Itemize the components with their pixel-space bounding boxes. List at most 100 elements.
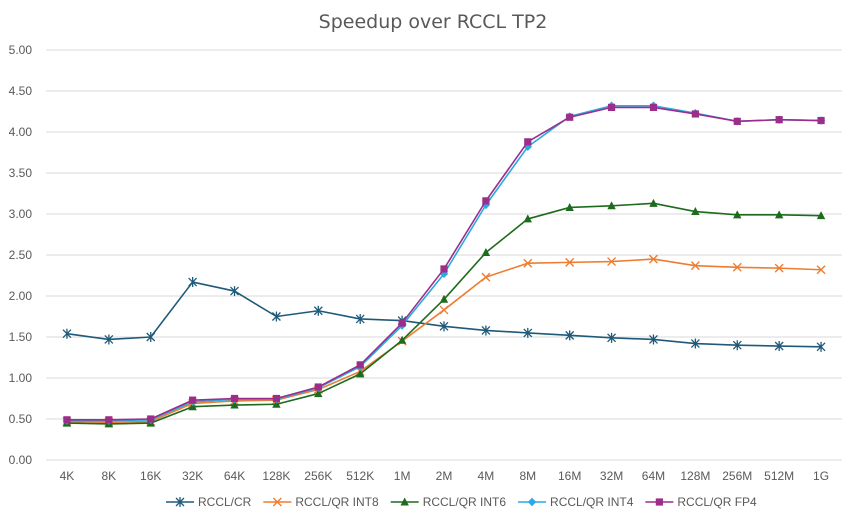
data-point: [189, 396, 197, 404]
data-point: [104, 334, 114, 345]
data-point: [481, 272, 491, 282]
series-group: [62, 101, 826, 428]
data-point: [565, 257, 575, 267]
data-point: [313, 305, 323, 316]
data-point: [774, 210, 784, 219]
legend-label: RCCL/QR INT8: [295, 495, 379, 509]
data-point: [63, 416, 71, 424]
data-point: [649, 198, 658, 207]
data-point: [649, 334, 658, 345]
legend-item: RCCL/QR INT6: [390, 495, 507, 509]
data-point: [481, 325, 491, 336]
legend-item: RCCL/QR FP4: [645, 495, 757, 509]
series-line: [66, 106, 822, 421]
data-point: [691, 110, 699, 118]
data-point: [481, 248, 491, 257]
y-axis-ticks: 0.00 0.50 1.00 1.50 2.00 2.50 3.00 3.50 4.00 4.50…: [9, 43, 33, 467]
data-point: [691, 207, 700, 216]
data-point: [146, 332, 156, 342]
legend-marker: [272, 497, 282, 507]
y-tick-label: 1.50: [9, 330, 33, 344]
data-point: [607, 201, 616, 210]
data-point: [648, 254, 658, 264]
x-tick-label: 16M: [558, 469, 581, 483]
x-tick-label: 64M: [642, 469, 665, 483]
data-point: [272, 399, 281, 408]
data-point: [62, 328, 72, 339]
legend-item: RCCL/CR: [166, 495, 252, 509]
data-point: [774, 341, 784, 352]
data-point: [732, 340, 742, 351]
data-point: [230, 400, 239, 409]
data-point: [607, 332, 617, 343]
data-point: [398, 319, 406, 327]
data-point: [105, 416, 113, 424]
y-tick-label: 0.50: [9, 412, 33, 426]
x-tick-label: 128K: [262, 469, 290, 483]
x-tick-label: 256K: [304, 469, 332, 483]
y-tick-label: 2.00: [9, 289, 33, 303]
data-point: [690, 261, 700, 271]
y-tick-label: 4.00: [9, 125, 33, 139]
data-point: [817, 116, 825, 125]
data-point: [439, 321, 449, 332]
data-point: [397, 335, 407, 344]
data-point: [816, 211, 826, 220]
data-point: [439, 305, 449, 315]
data-point: [607, 257, 617, 267]
x-tick-label: 64K: [224, 469, 245, 483]
x-tick-label: 32M: [600, 469, 623, 483]
data-point: [607, 103, 616, 111]
data-point: [816, 341, 826, 352]
gridlines: [46, 49, 842, 461]
data-point: [649, 103, 658, 111]
data-point: [230, 394, 239, 403]
data-point: [523, 214, 532, 223]
data-point: [314, 383, 322, 391]
y-tick-label: 1.00: [9, 371, 33, 385]
x-tick-label: 256M: [722, 469, 752, 483]
data-point: [271, 311, 281, 322]
series-rccl-qr-int4: [62, 101, 826, 425]
legend-marker: [655, 498, 663, 506]
series-rccl-qr-fp4: [63, 103, 825, 424]
legend-marker: [175, 497, 185, 507]
x-tick-label: 2M: [436, 469, 453, 483]
data-point: [440, 265, 448, 273]
x-tick-label: 4M: [478, 469, 495, 483]
data-point: [523, 327, 533, 338]
series-rccl-cr: [62, 277, 826, 352]
y-tick-label: 0.00: [9, 453, 33, 467]
legend: RCCL/CR RCCL/QR INT8 RCCL/QR INT6 RCCL/QR I…: [166, 495, 757, 509]
x-tick-label: 32K: [182, 469, 203, 483]
legend-label: RCCL/CR: [198, 495, 252, 509]
x-tick-label: 1G: [813, 469, 829, 483]
x-tick-label: 4K: [60, 469, 75, 483]
data-point: [566, 113, 574, 121]
data-point: [565, 202, 574, 211]
series-line: [66, 104, 822, 422]
data-point: [188, 402, 197, 411]
legend-marker: [400, 497, 409, 506]
data-point: [523, 258, 533, 268]
legend-marker: [527, 497, 537, 507]
x-tick-label: 8K: [101, 469, 116, 483]
data-point: [147, 415, 155, 423]
y-tick-label: 3.50: [9, 166, 33, 180]
data-point: [482, 197, 490, 205]
x-tick-label: 512M: [764, 469, 794, 483]
x-tick-label: 512K: [346, 469, 374, 483]
data-point: [314, 389, 323, 398]
x-tick-label: 8M: [519, 469, 536, 483]
legend-label: RCCL/QR INT6: [423, 495, 507, 509]
data-point: [356, 369, 365, 378]
series-rccl-qr-int6: [62, 198, 826, 428]
x-tick-label: 128M: [680, 469, 710, 483]
x-tick-label: 1M: [394, 469, 411, 483]
data-point: [733, 210, 742, 219]
data-point: [565, 330, 575, 341]
legend-item: RCCL/QR INT8: [263, 495, 379, 509]
data-point: [356, 361, 364, 369]
